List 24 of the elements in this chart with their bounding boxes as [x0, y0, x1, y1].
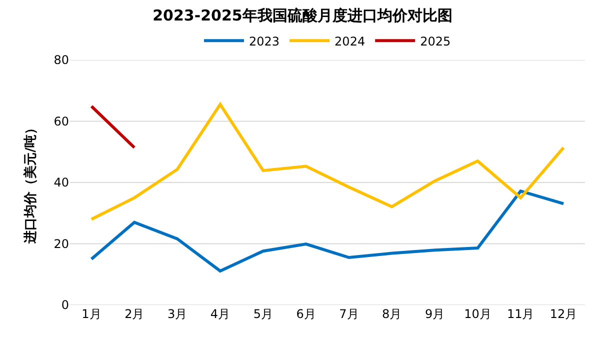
chart-title: 2023-2025年我国硫酸月度进口均价对比图: [152, 6, 452, 25]
legend-label: 2025: [420, 34, 451, 48]
x-tick-label: 5月: [253, 307, 273, 321]
y-tick-label: 0: [61, 298, 69, 312]
x-tick-label: 6月: [296, 307, 316, 321]
x-tick-label: 11月: [506, 307, 534, 321]
y-axis-title: 进口均价（美元/吨）: [22, 122, 39, 244]
x-tick-label: 7月: [339, 307, 359, 321]
x-tick-label: 1月: [82, 307, 102, 321]
line-series: [90, 102, 566, 221]
line-series: [90, 190, 566, 273]
x-tick-label: 10月: [464, 307, 492, 321]
x-tick-label: 12月: [550, 307, 578, 321]
x-tick-label: 4月: [210, 307, 230, 321]
x-tick-label: 8月: [382, 307, 402, 321]
x-tick-label: 3月: [167, 307, 188, 321]
legend-label: 2024: [334, 34, 366, 48]
x-tick-label: 9月: [424, 307, 445, 321]
legend-label: 2023: [249, 34, 280, 48]
y-tick-label: 60: [54, 114, 69, 128]
y-tick-label: 40: [54, 176, 69, 190]
y-tick-label: 20: [54, 236, 69, 251]
y-tick-label: 80: [54, 53, 69, 68]
x-tick-label: 2月: [124, 307, 144, 321]
